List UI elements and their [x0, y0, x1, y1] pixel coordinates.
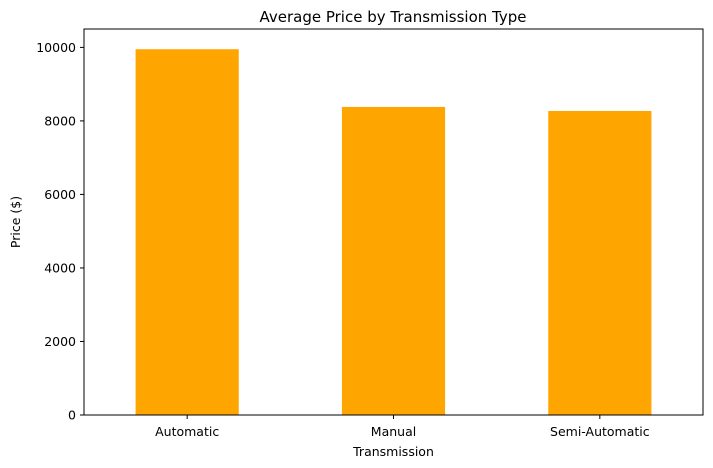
x-axis-label: Transmission — [352, 444, 434, 459]
y-tick-label: 4000 — [44, 260, 76, 275]
bar-automatic — [135, 49, 239, 415]
y-tick-label: 8000 — [44, 113, 76, 128]
chart-title: Average Price by Transmission Type — [259, 8, 526, 26]
y-tick-label: 2000 — [44, 334, 76, 349]
y-tick-label: 0 — [68, 408, 76, 423]
bar-semi-automatic — [548, 110, 652, 415]
x-tick-label: Manual — [371, 424, 416, 439]
plot-frame — [83, 28, 704, 416]
x-tick-label: Semi-Automatic — [550, 424, 650, 439]
y-axis-ticks: 0 2000 4000 6000 8000 10000 — [36, 40, 84, 423]
y-tick-label: 10000 — [36, 40, 76, 55]
x-axis-ticks: Automatic Manual Semi-Automatic — [155, 415, 650, 439]
x-tick-label: Automatic — [155, 424, 219, 439]
bars-group — [135, 49, 652, 415]
y-axis-label: Price ($) — [8, 196, 23, 248]
y-tick-label: 6000 — [44, 187, 76, 202]
bar-manual — [341, 106, 446, 415]
